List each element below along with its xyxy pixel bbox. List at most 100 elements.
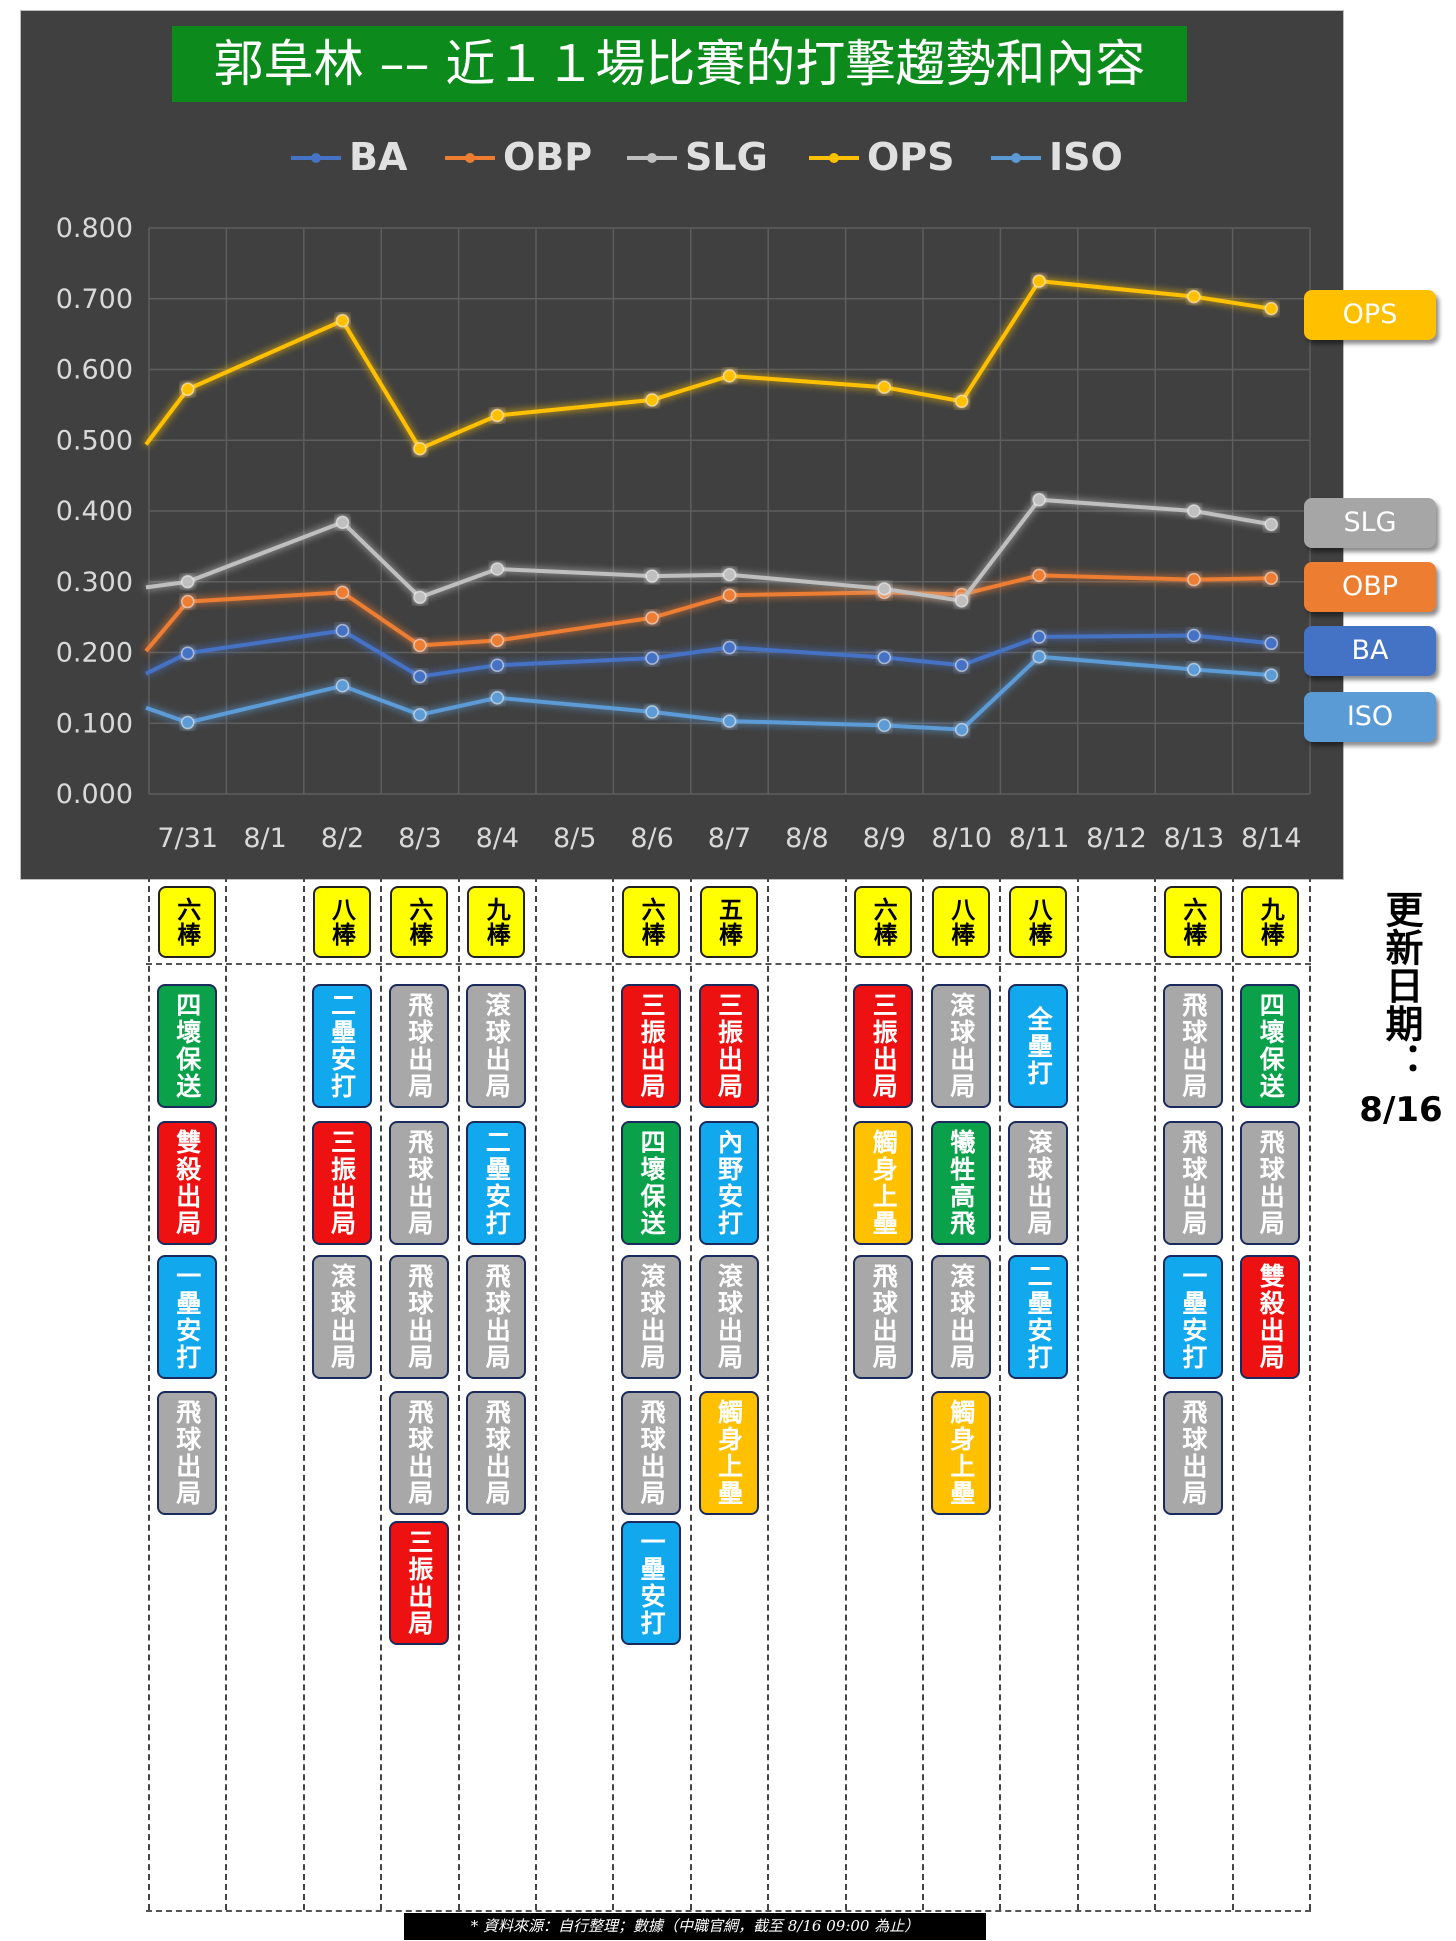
at-bat-result: 全壘打 bbox=[1008, 984, 1069, 1108]
at-bat-result: 三振出局 bbox=[388, 1521, 449, 1645]
data-point-SLG bbox=[1032, 492, 1046, 507]
at-bat-result: 三振出局 bbox=[311, 1121, 372, 1245]
column-divider bbox=[457, 876, 460, 1910]
legend-marker bbox=[311, 153, 321, 163]
y-tick-label: 0.700 bbox=[56, 284, 133, 315]
data-point-SLG bbox=[645, 569, 659, 583]
x-tick-label: 8/10 bbox=[931, 823, 992, 854]
column-divider bbox=[1231, 876, 1234, 1910]
data-point-SLG bbox=[1187, 504, 1201, 518]
at-bat-result: 一壘安打 bbox=[621, 1521, 682, 1645]
data-point-OBP bbox=[1187, 572, 1201, 587]
column-divider bbox=[535, 876, 537, 1910]
column-divider bbox=[1076, 876, 1079, 1910]
chart-title: 郭阜林 –– 近１１場比賽的打擊趨勢和內容 bbox=[172, 26, 1187, 102]
at-bat-result: 飛球出局 bbox=[388, 1255, 449, 1379]
x-tick-label: 7/31 bbox=[157, 823, 218, 854]
at-bat-result: 飛球出局 bbox=[1240, 1121, 1301, 1245]
at-bat-result: 四壞保送 bbox=[621, 1121, 682, 1245]
x-tick-label: 8/4 bbox=[476, 823, 519, 854]
y-tick-label: 0.400 bbox=[56, 496, 133, 527]
update-date-value: 8/16 bbox=[1359, 1090, 1443, 1130]
at-bat-result: 一壘安打 bbox=[156, 1255, 217, 1379]
data-point-OPS bbox=[180, 382, 195, 397]
data-point-ISO bbox=[335, 679, 350, 693]
at-bat-result: 滾球出局 bbox=[466, 984, 527, 1108]
data-point-OPS bbox=[722, 369, 737, 383]
at-bat-result: 雙殺出局 bbox=[1240, 1255, 1301, 1379]
data-point-ISO bbox=[1187, 662, 1201, 677]
at-bat-result: 飛球出局 bbox=[1162, 1121, 1223, 1245]
series-line-OBP bbox=[144, 573, 1272, 653]
column-divider bbox=[302, 876, 305, 1910]
batting-order-badge: 九棒 bbox=[1241, 886, 1300, 958]
x-tick-label: 8/3 bbox=[398, 823, 441, 854]
series-line-SLG bbox=[145, 497, 1272, 604]
at-bat-result: 飛球出局 bbox=[156, 1391, 217, 1515]
data-point-ISO bbox=[1264, 668, 1279, 682]
legend-marker bbox=[1011, 153, 1021, 163]
series-label-ISO: ISO bbox=[1304, 692, 1436, 742]
column-divider bbox=[999, 876, 1002, 1910]
data-point-OPS bbox=[1264, 301, 1279, 316]
data-point-OPS bbox=[645, 393, 659, 407]
legend-label: SLG bbox=[685, 135, 768, 179]
x-tick-label: 8/7 bbox=[708, 823, 751, 854]
at-bat-result: 飛球出局 bbox=[388, 984, 449, 1108]
column-divider bbox=[380, 876, 383, 1910]
data-point-BA bbox=[413, 669, 427, 684]
column-divider bbox=[225, 876, 228, 1910]
legend-label: ISO bbox=[1049, 135, 1123, 179]
batting-order-badge: 八棒 bbox=[1009, 886, 1068, 958]
x-tick-label: 8/9 bbox=[863, 823, 906, 854]
data-point-SLG bbox=[490, 562, 505, 576]
data-point-ISO bbox=[490, 691, 505, 705]
data-point-SLG bbox=[722, 567, 737, 582]
data-point-BA bbox=[1264, 636, 1279, 651]
at-bat-result: 飛球出局 bbox=[466, 1255, 527, 1379]
legend-marker bbox=[465, 153, 475, 163]
data-point-BA bbox=[1187, 628, 1201, 643]
x-tick-label: 8/12 bbox=[1086, 823, 1147, 854]
at-bat-result: 飛球出局 bbox=[621, 1391, 682, 1515]
data-point-OBP bbox=[413, 638, 427, 653]
data-point-SLG bbox=[335, 515, 350, 530]
x-tick-label: 8/13 bbox=[1164, 823, 1225, 854]
at-bat-result: 二壘安打 bbox=[466, 1121, 527, 1245]
series-label-OPS: OPS bbox=[1304, 290, 1436, 340]
at-bat-result: 滾球出局 bbox=[698, 1255, 759, 1379]
at-bat-result: 三振出局 bbox=[853, 984, 914, 1108]
at-bat-result: 雙殺出局 bbox=[156, 1121, 217, 1245]
at-bat-result: 飛球出局 bbox=[388, 1121, 449, 1245]
at-bat-result: 一壘安打 bbox=[1162, 1255, 1223, 1379]
x-tick-label: 8/6 bbox=[630, 823, 673, 854]
data-point-OPS bbox=[877, 380, 892, 394]
batting-order-badge: 六棒 bbox=[1163, 886, 1222, 958]
data-point-BA bbox=[722, 640, 737, 655]
data-point-SLG bbox=[877, 582, 892, 596]
batting-order-badge: 六棒 bbox=[389, 886, 448, 958]
data-point-OBP bbox=[722, 588, 737, 602]
data-point-ISO bbox=[645, 705, 659, 719]
data-point-BA bbox=[335, 623, 350, 638]
data-point-BA bbox=[180, 646, 195, 660]
data-point-BA bbox=[490, 658, 505, 672]
at-bat-result: 觸身上壘 bbox=[930, 1391, 991, 1515]
chart-panel: 0.800 0.700 0.600 0.500 0.400 0.300 0.200 0.100… bbox=[20, 10, 1344, 880]
y-tick-label: 0.200 bbox=[56, 638, 133, 669]
at-bat-result: 內野安打 bbox=[698, 1121, 759, 1245]
data-point-OBP bbox=[490, 633, 505, 648]
legend-label: OPS bbox=[867, 135, 955, 179]
at-bat-result: 觸身上壘 bbox=[698, 1391, 759, 1515]
at-bat-result: 飛球出局 bbox=[1162, 1391, 1223, 1515]
at-bat-result: 三振出局 bbox=[621, 984, 682, 1108]
x-tick-label: 8/2 bbox=[321, 823, 364, 854]
y-tick-label: 0.000 bbox=[56, 779, 133, 810]
data-point-SLG bbox=[180, 575, 195, 589]
data-point-OBP bbox=[1264, 571, 1279, 585]
line-chart: 0.800 0.700 0.600 0.500 0.400 0.300 0.200 0.100… bbox=[56, 135, 1311, 854]
series-label-OBP: OBP bbox=[1304, 562, 1436, 612]
at-bat-result: 滾球出局 bbox=[1008, 1121, 1069, 1245]
at-bat-result: 飛球出局 bbox=[466, 1391, 527, 1515]
data-point-ISO bbox=[1032, 649, 1046, 664]
